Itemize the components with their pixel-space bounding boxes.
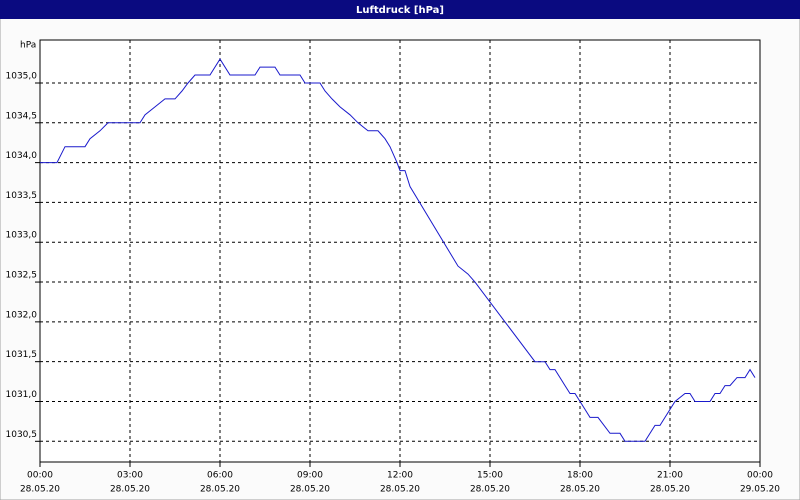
y-tick-label: 1032,5 bbox=[6, 271, 38, 281]
title-bar bbox=[0, 0, 800, 19]
y-tick-label: 1034,5 bbox=[6, 111, 38, 121]
x-tick-label: 09:00 bbox=[297, 471, 323, 481]
y-tick-label: 1032,0 bbox=[6, 310, 38, 320]
x-tick-label: 12:00 bbox=[387, 471, 413, 481]
y-tick-label: 1031,0 bbox=[6, 390, 38, 400]
x-tick-label: 28.05.20 bbox=[110, 485, 150, 495]
y-axis-unit: hPa bbox=[20, 41, 36, 51]
x-tick-label: 18:00 bbox=[567, 471, 593, 481]
x-tick-label: 28.05.20 bbox=[650, 485, 690, 495]
y-tick-label: 1033,0 bbox=[6, 231, 38, 241]
y-tick-label: 1035,0 bbox=[6, 71, 38, 81]
x-tick-label: 29.05.20 bbox=[740, 485, 780, 495]
y-tick-label: 1034,0 bbox=[6, 151, 38, 161]
x-tick-label: 15:00 bbox=[477, 471, 503, 481]
x-tick-label: 28.05.20 bbox=[380, 485, 420, 495]
y-tick-label: 1031,5 bbox=[6, 350, 38, 360]
x-tick-label: 06:00 bbox=[207, 471, 233, 481]
x-tick-label: 28.05.20 bbox=[470, 485, 510, 495]
x-tick-label: 00:00 bbox=[27, 471, 53, 481]
chart-title: Luftdruck [hPa] bbox=[356, 5, 444, 16]
x-tick-label: 28.05.20 bbox=[20, 485, 60, 495]
y-tick-label: 1030,5 bbox=[6, 430, 38, 440]
y-tick-label: 1033,5 bbox=[6, 191, 38, 201]
x-tick-label: 28.05.20 bbox=[560, 485, 600, 495]
x-tick-label: 28.05.20 bbox=[290, 485, 330, 495]
x-tick-label: 00:00 bbox=[747, 471, 773, 481]
x-tick-label: 21:00 bbox=[657, 471, 683, 481]
data-line bbox=[40, 58, 756, 442]
x-tick-label: 28.05.20 bbox=[200, 485, 240, 495]
x-tick-label: 03:00 bbox=[117, 471, 143, 481]
